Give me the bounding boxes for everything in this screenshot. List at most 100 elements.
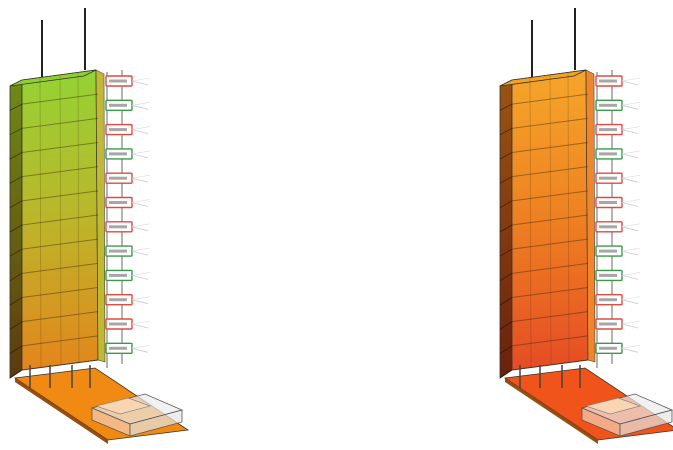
floor-line bbox=[511, 117, 589, 129]
label-leader bbox=[621, 299, 639, 305]
label-leader bbox=[621, 345, 641, 349]
floor-label-text bbox=[109, 103, 127, 107]
label-leader bbox=[621, 199, 641, 203]
floor-line-side bbox=[9, 103, 23, 111]
floor-label-text bbox=[599, 201, 617, 204]
floor-line bbox=[511, 359, 589, 371]
floor-label-text bbox=[109, 346, 127, 350]
floor-line bbox=[511, 335, 589, 347]
floor-label-text bbox=[109, 298, 127, 302]
floor-line bbox=[511, 142, 589, 153]
label-leader bbox=[621, 296, 641, 300]
annex-interior bbox=[94, 397, 151, 415]
floor-line bbox=[21, 214, 99, 226]
floor-line-side bbox=[9, 152, 23, 160]
floor-line bbox=[511, 238, 589, 250]
floor-label-text bbox=[599, 322, 617, 326]
floor-label-text bbox=[599, 79, 617, 83]
label-leader bbox=[131, 347, 149, 353]
mullion bbox=[567, 72, 570, 363]
mullion bbox=[549, 75, 552, 366]
floor-line-side bbox=[499, 248, 513, 257]
label-leader bbox=[621, 275, 639, 280]
label-leader bbox=[621, 104, 639, 110]
floor-label-text bbox=[599, 298, 617, 302]
label-leader bbox=[621, 150, 641, 155]
label-leader bbox=[131, 80, 149, 86]
floor-line bbox=[21, 262, 99, 274]
floor-line bbox=[511, 214, 589, 226]
label-leader bbox=[131, 275, 149, 280]
floor-label-text bbox=[599, 103, 617, 107]
floor-label-text bbox=[109, 201, 127, 204]
floor-line bbox=[21, 117, 99, 129]
floor-line-side bbox=[499, 127, 513, 136]
label-leader bbox=[131, 177, 149, 183]
floor-line-side bbox=[9, 297, 23, 306]
floor-line-side bbox=[9, 248, 23, 257]
label-leader bbox=[621, 174, 641, 179]
floor-label-text bbox=[599, 176, 617, 180]
label-leader bbox=[131, 129, 149, 134]
floor-line bbox=[21, 166, 99, 178]
floor-label-text bbox=[109, 128, 127, 132]
tower-right-face bbox=[95, 69, 106, 363]
label-leader bbox=[621, 129, 639, 134]
label-leader bbox=[621, 126, 641, 130]
tower-model-green bbox=[9, 8, 190, 444]
floor-label-text bbox=[109, 322, 127, 326]
floor-line bbox=[21, 190, 99, 202]
floor-label-text bbox=[109, 249, 127, 253]
label-leader bbox=[131, 345, 151, 349]
floor-line-side bbox=[499, 103, 513, 111]
mullion bbox=[77, 72, 80, 363]
tower-side-face bbox=[499, 79, 513, 379]
floor-label-text bbox=[599, 152, 617, 156]
floor-line-side bbox=[499, 345, 513, 355]
label-leader bbox=[621, 77, 641, 82]
label-leader bbox=[131, 320, 151, 325]
floor-line bbox=[21, 287, 99, 298]
label-leader bbox=[621, 323, 639, 329]
floor-line-side bbox=[9, 127, 23, 136]
floor-line bbox=[511, 287, 589, 298]
floor-line-side bbox=[9, 272, 23, 282]
floor-line bbox=[511, 190, 589, 202]
label-leader bbox=[131, 174, 151, 179]
mullion bbox=[529, 77, 532, 368]
floor-line bbox=[21, 142, 99, 153]
floor-line-side bbox=[499, 200, 513, 209]
floor-line-side bbox=[499, 369, 513, 379]
floor-label-text bbox=[109, 225, 127, 229]
tower-roof bbox=[499, 69, 587, 87]
label-leader bbox=[621, 250, 639, 256]
label-leader bbox=[131, 202, 149, 207]
label-leader bbox=[131, 299, 149, 305]
label-leader bbox=[131, 153, 149, 159]
label-leader bbox=[621, 272, 641, 276]
label-leader bbox=[131, 272, 151, 276]
floor-line bbox=[21, 311, 99, 323]
label-leader bbox=[131, 104, 149, 110]
floor-label-text bbox=[599, 128, 617, 132]
label-leader bbox=[621, 202, 639, 207]
floor-line-side bbox=[9, 200, 23, 209]
mullion bbox=[39, 77, 42, 368]
label-leader bbox=[131, 199, 151, 203]
annex-interior bbox=[584, 397, 641, 415]
tower-model-orange bbox=[499, 8, 673, 444]
floor-label-text bbox=[109, 176, 127, 180]
label-leader bbox=[131, 296, 151, 300]
label-leader bbox=[621, 247, 641, 252]
floor-line-side bbox=[9, 321, 23, 330]
label-leader bbox=[131, 226, 149, 232]
ground-slab-edge bbox=[505, 378, 598, 444]
floor-label-text bbox=[599, 273, 617, 277]
label-leader bbox=[621, 320, 641, 325]
floor-line-side bbox=[9, 369, 23, 379]
floor-line bbox=[21, 93, 99, 105]
label-leader bbox=[131, 223, 151, 228]
label-leader bbox=[621, 80, 639, 86]
floor-label-text bbox=[109, 152, 127, 156]
